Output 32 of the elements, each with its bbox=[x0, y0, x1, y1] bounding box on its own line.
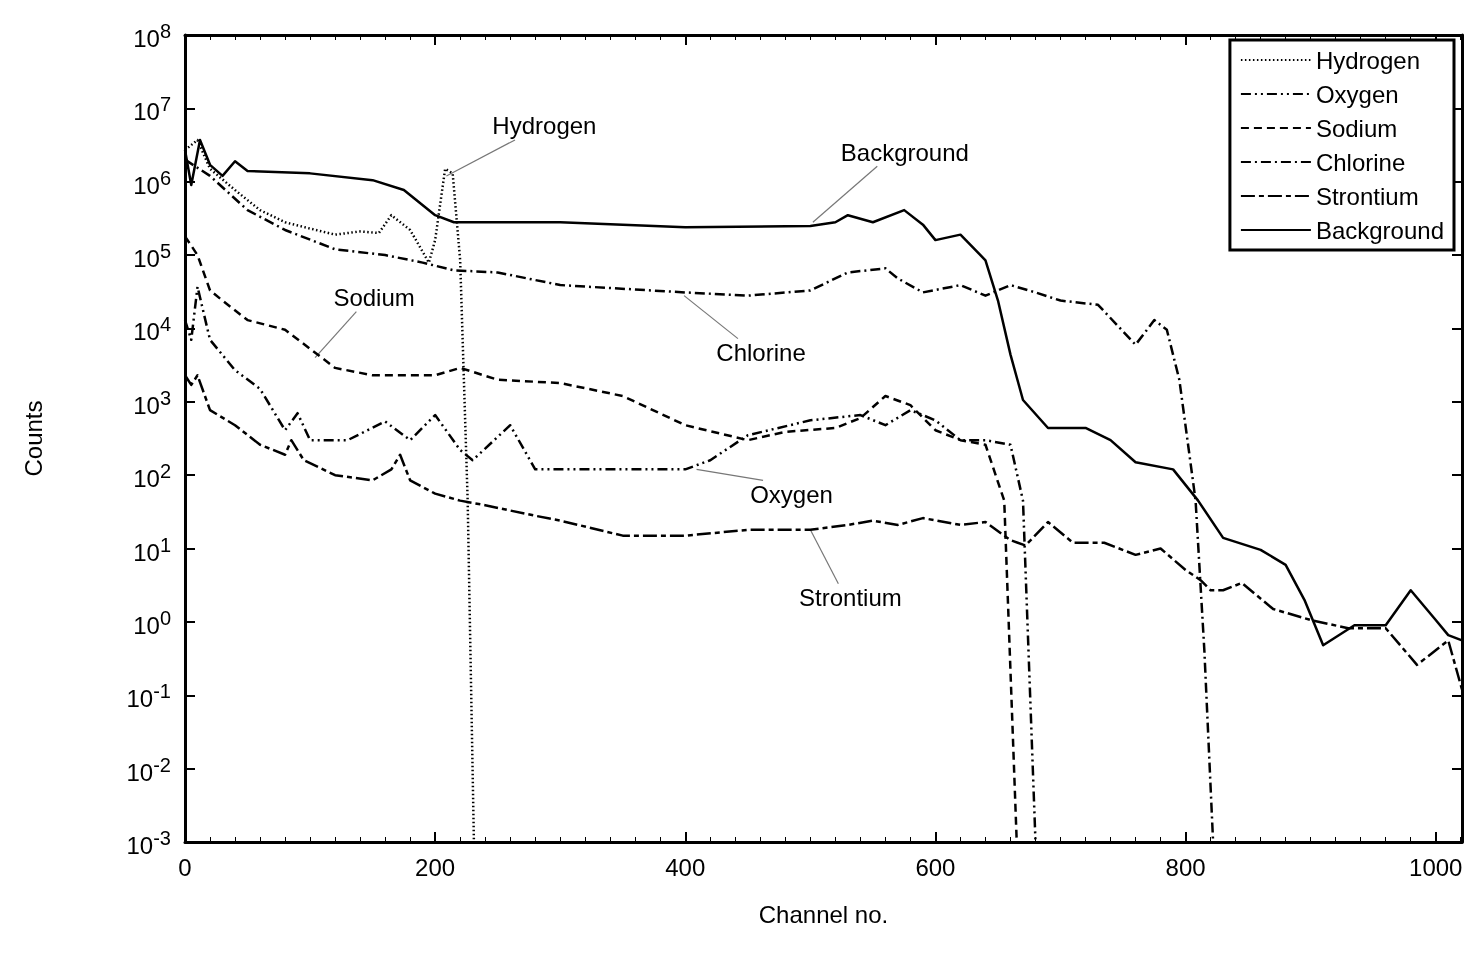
annotation: Background bbox=[840, 138, 969, 166]
y-tick-label: 10$^{6}$ bbox=[133, 165, 171, 200]
legend-label: Background bbox=[1315, 216, 1445, 244]
y-tick-label: 10$^{-2}$ bbox=[126, 752, 171, 787]
y-tick-label: 10$^{8}$ bbox=[133, 19, 171, 53]
x-tick-label: 200 bbox=[415, 854, 456, 882]
legend-label: Sodium bbox=[1315, 114, 1398, 142]
legend-label: Hydrogen bbox=[1315, 46, 1420, 74]
legend-label: Strontium bbox=[1315, 182, 1419, 210]
x-axis-title: Channel no. bbox=[758, 900, 889, 928]
y-axis-title: Counts bbox=[19, 400, 47, 477]
y-tick-label: 10$^{0}$ bbox=[133, 605, 171, 640]
y-tick-label: 10$^{3}$ bbox=[133, 385, 171, 420]
y-tick-label: 10$^{7}$ bbox=[133, 92, 171, 127]
x-tick-label: 0 bbox=[178, 854, 192, 882]
x-tick-label: 1000 bbox=[1409, 854, 1463, 882]
x-tick-label: 600 bbox=[915, 854, 956, 882]
y-tick-label: 10$^{-1}$ bbox=[126, 679, 171, 714]
annotation: Sodium bbox=[333, 284, 415, 312]
legend-label: Oxygen bbox=[1315, 80, 1399, 108]
y-tick-label: 10$^{1}$ bbox=[133, 532, 171, 567]
annotation: Oxygen bbox=[750, 480, 833, 508]
y-tick-label: 10$^{4}$ bbox=[133, 312, 171, 347]
annotation: Strontium bbox=[799, 584, 902, 612]
x-tick-label: 400 bbox=[665, 854, 706, 882]
x-tick-label: 800 bbox=[1165, 854, 1206, 882]
annotation: Chlorine bbox=[716, 339, 806, 367]
y-tick-label: 10$^{5}$ bbox=[133, 239, 171, 274]
legend-label: Chlorine bbox=[1315, 148, 1406, 176]
y-tick-label: 10$^{2}$ bbox=[133, 459, 171, 494]
annotation: Hydrogen bbox=[492, 112, 597, 140]
y-tick-label: 10$^{-3}$ bbox=[126, 826, 171, 860]
